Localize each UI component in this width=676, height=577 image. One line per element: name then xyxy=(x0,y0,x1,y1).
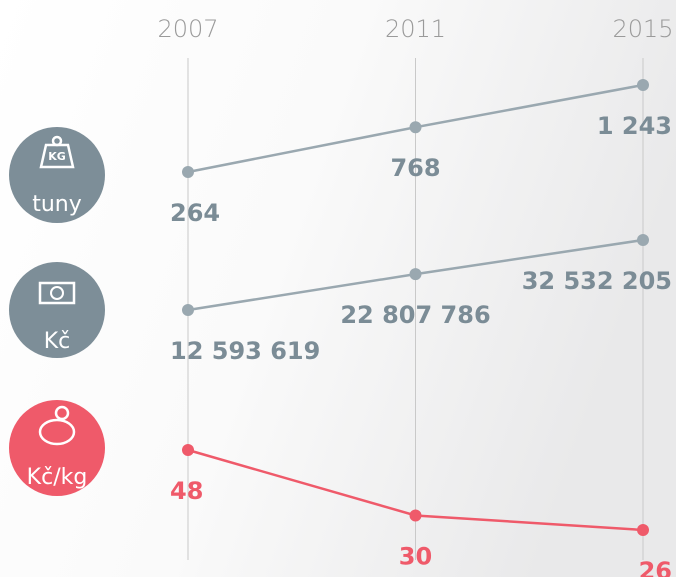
icon-circle xyxy=(9,127,105,223)
data-point xyxy=(409,268,422,281)
icon-label: Kč/kg xyxy=(27,465,88,490)
data-point xyxy=(409,509,422,522)
year-label: 2011 xyxy=(385,15,446,43)
icon-label: tuny xyxy=(32,192,82,217)
data-point xyxy=(182,304,194,316)
value-label: 30 xyxy=(399,542,432,570)
data-point xyxy=(637,79,649,91)
banknote-icon xyxy=(38,281,76,305)
year-label: 2007 xyxy=(157,15,218,43)
weight-icon xyxy=(39,143,75,169)
icon-label: Kč xyxy=(44,329,71,354)
piggy-coin xyxy=(54,405,70,421)
piggy-icon xyxy=(38,418,76,446)
kg-mark: KG xyxy=(48,150,66,163)
value-label: 12 593 619 xyxy=(170,337,320,365)
weight-ring xyxy=(51,135,63,147)
data-point xyxy=(637,524,649,536)
icons: KG xyxy=(9,127,105,496)
value-label: 768 xyxy=(390,154,440,182)
banknote-coin xyxy=(50,286,64,300)
icon-circle xyxy=(9,262,105,358)
data-point xyxy=(409,121,422,134)
year-label: 2015 xyxy=(612,15,673,43)
value-label: 32 532 205 xyxy=(522,267,672,295)
data-point xyxy=(182,444,194,456)
data-point xyxy=(637,234,649,246)
value-label: 22 807 786 xyxy=(340,301,490,329)
icon-circle xyxy=(9,400,105,496)
value-label: 48 xyxy=(170,477,203,505)
data-point xyxy=(182,166,194,178)
value-label: 26 xyxy=(639,557,672,577)
value-label: 1 243 xyxy=(597,112,672,140)
value-label: 264 xyxy=(170,199,220,227)
